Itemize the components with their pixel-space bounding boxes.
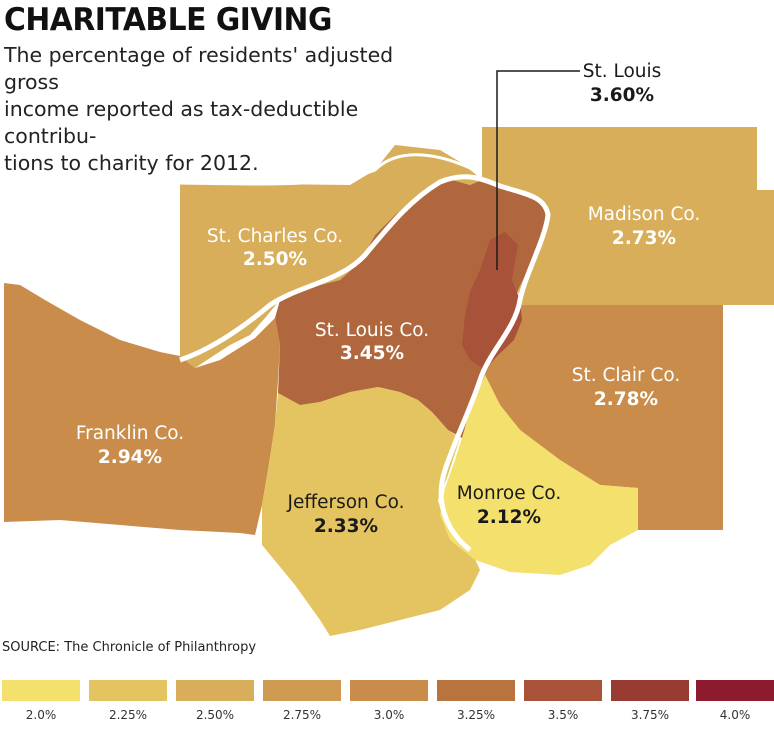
label-st-louis-co: St. Louis Co. 3.45% xyxy=(315,320,429,364)
region-value: 3.45% xyxy=(340,343,404,364)
legend-label: 3.75% xyxy=(630,708,670,722)
region-name: Jefferson Co. xyxy=(287,492,405,513)
region-jefferson[interactable] xyxy=(262,387,480,636)
region-franklin[interactable] xyxy=(4,283,280,535)
label-st-charles: St. Charles Co. 2.50% xyxy=(207,226,343,270)
legend-swatch xyxy=(524,680,602,701)
label-jefferson: Jefferson Co. 2.33% xyxy=(287,492,405,537)
region-st-louis-co[interactable] xyxy=(275,178,548,438)
legend-swatch xyxy=(263,680,341,701)
region-name: St. Louis xyxy=(583,61,662,82)
region-value: 2.12% xyxy=(477,507,541,528)
region-value: 2.50% xyxy=(243,249,307,270)
region-name: St. Louis Co. xyxy=(315,320,429,341)
subtitle-line: tions to charity for 2012. xyxy=(4,151,259,175)
page-title: CHARITABLE GIVING xyxy=(4,2,332,38)
leader-line xyxy=(496,70,580,270)
legend-swatch xyxy=(176,680,254,701)
river-line xyxy=(179,174,551,552)
color-legend: 2.0% 2.25% 2.50% 2.75% 3.0% 3.25% 3.5% 3… xyxy=(2,680,774,726)
region-name: Madison Co. xyxy=(588,204,701,225)
legend-label: 2.25% xyxy=(108,708,148,722)
legend-swatch xyxy=(437,680,515,701)
region-name: St. Charles Co. xyxy=(207,226,343,247)
legend-label: 2.0% xyxy=(25,708,57,722)
legend-label: 4.0% xyxy=(719,708,751,722)
subtitle: The percentage of residents' adjusted gr… xyxy=(4,42,454,177)
subtitle-line: The percentage of residents' adjusted gr… xyxy=(4,43,394,94)
region-st-charles[interactable] xyxy=(180,145,482,368)
region-st-clair[interactable] xyxy=(485,305,723,530)
region-value: 3.60% xyxy=(590,85,654,106)
label-madison: Madison Co. 2.73% xyxy=(588,204,701,249)
legend-swatch xyxy=(611,680,689,701)
label-st-clair: St. Clair Co. 2.78% xyxy=(572,365,681,410)
label-franklin: Franklin Co. 2.94% xyxy=(76,423,184,468)
region-name: Monroe Co. xyxy=(457,483,562,504)
region-value: 2.73% xyxy=(612,228,676,249)
region-value: 2.94% xyxy=(98,447,162,468)
legend-label: 2.75% xyxy=(282,708,322,722)
label-monroe: Monroe Co. 2.12% xyxy=(457,483,562,528)
subtitle-line: income reported as tax-deductible contri… xyxy=(4,97,359,148)
legend-swatch xyxy=(696,680,774,701)
source-note: SOURCE: The Chronicle of Philanthropy xyxy=(2,640,257,655)
region-value: 2.78% xyxy=(594,389,658,410)
river-line xyxy=(179,153,484,186)
region-value: 2.33% xyxy=(314,516,378,537)
legend-label: 3.0% xyxy=(373,708,405,722)
legend-label: 3.25% xyxy=(456,708,496,722)
label-st-louis: St. Louis 3.60% xyxy=(583,61,662,106)
region-name: Franklin Co. xyxy=(76,423,184,444)
region-name: St. Clair Co. xyxy=(572,365,681,386)
legend-label: 2.50% xyxy=(195,708,235,722)
legend-swatch xyxy=(2,680,80,701)
region-madison[interactable] xyxy=(482,127,774,305)
region-monroe[interactable] xyxy=(440,375,638,575)
legend-label: 3.5% xyxy=(547,708,579,722)
legend-swatch xyxy=(350,680,428,701)
legend-swatch xyxy=(89,680,167,701)
